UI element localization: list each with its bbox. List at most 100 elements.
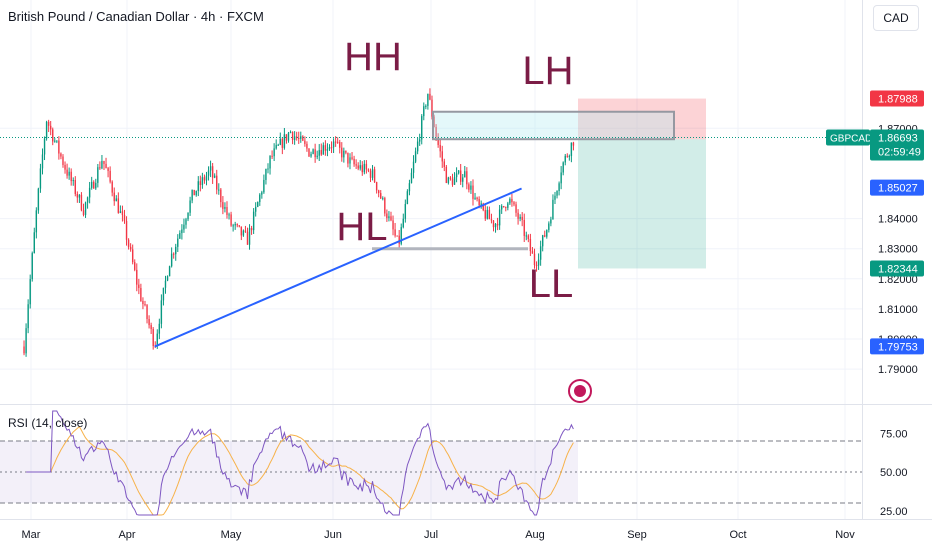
candle-body: [197, 181, 199, 192]
currency-selector[interactable]: CAD: [873, 5, 919, 31]
candle-body: [396, 235, 398, 237]
candle-body: [252, 211, 255, 231]
candle-body: [216, 175, 218, 190]
candle-body: [560, 172, 562, 184]
candle-body: [476, 197, 478, 200]
candle-body: [515, 204, 517, 213]
candle-body: [375, 182, 378, 191]
candle-body: [494, 223, 497, 228]
time-tick-label: Nov: [835, 529, 855, 541]
candle-body: [111, 181, 113, 193]
candle-body: [160, 300, 163, 324]
candle-body: [443, 161, 445, 167]
candle-body: [31, 253, 33, 280]
candle-body: [236, 224, 238, 226]
candle-body: [478, 199, 480, 206]
candle-body: [433, 116, 435, 127]
candle-body: [246, 231, 249, 245]
candle-body: [244, 230, 247, 232]
rsi-pane: 75.00 50.00 25.00: [0, 410, 908, 518]
candle-body: [209, 166, 212, 171]
candle-body: [498, 209, 501, 226]
candle-body: [373, 169, 376, 183]
candle-body: [105, 163, 107, 169]
candle-body: [382, 198, 384, 200]
candle-body: [531, 251, 534, 254]
hh-lh-level-box: [432, 110, 675, 141]
candle-body: [541, 235, 544, 247]
candle-body: [226, 206, 228, 215]
time-tick-label: Apr: [118, 529, 135, 541]
candle-body: [332, 141, 335, 148]
time-tick-label: May: [221, 529, 242, 541]
candle-body: [35, 210, 38, 233]
candle-body: [199, 181, 202, 185]
candle-body: [211, 166, 214, 178]
candle-body: [330, 147, 333, 149]
candle-body: [562, 162, 564, 173]
candle-body: [406, 191, 409, 205]
candle-body: [566, 155, 568, 157]
candle-body: [289, 131, 292, 133]
candle-body: [568, 155, 571, 157]
candle-body: [125, 221, 128, 240]
candle-body: [459, 170, 462, 182]
candle-body: [472, 185, 474, 199]
candle-body: [564, 155, 566, 163]
candle-body: [150, 325, 152, 330]
time-tick-label: Jun: [324, 529, 342, 541]
candle-body: [191, 189, 193, 201]
candle-body: [416, 141, 419, 152]
watermark-icon: [568, 379, 592, 403]
candle-body: [170, 253, 173, 267]
price-tick-label: 1.81000: [878, 304, 918, 316]
candle-body: [267, 168, 269, 170]
candle-body: [62, 156, 64, 165]
candle-body: [369, 170, 372, 178]
candle-body: [175, 246, 177, 255]
candle-body: [324, 145, 327, 151]
candle-body: [484, 210, 486, 219]
candle-body: [293, 136, 296, 140]
candle-body: [29, 279, 31, 305]
rsi-indicator-label: RSI (14, close): [8, 416, 88, 430]
candle-body: [144, 304, 146, 306]
candle-body: [103, 160, 105, 164]
candle-body: [437, 136, 439, 145]
candle-body: [365, 163, 368, 170]
candle-body: [158, 323, 161, 334]
candle-body: [503, 205, 505, 207]
price-label-box: [870, 179, 924, 196]
trendline: [154, 187, 522, 348]
candle-body: [544, 235, 546, 237]
price-label-text: 1.82344: [878, 263, 918, 275]
candle-body: [380, 193, 382, 199]
candle-body: [486, 209, 489, 219]
candle-body: [107, 168, 109, 171]
candle-body: [447, 177, 450, 183]
price-label-box: [870, 260, 924, 277]
candle-body: [367, 169, 370, 171]
candle-body: [326, 148, 329, 151]
candle-body: [146, 305, 148, 320]
candle-body: [439, 144, 441, 152]
candle-body: [306, 143, 308, 149]
candle-body: [464, 171, 466, 178]
candle-body: [441, 151, 443, 162]
candle-body: [308, 148, 310, 157]
candle-body: [201, 177, 204, 185]
candle-body: [449, 177, 452, 179]
candle-body: [546, 229, 548, 237]
candle-body: [556, 190, 558, 196]
candle-body: [517, 212, 519, 219]
candle-body: [363, 163, 366, 173]
candle-body: [521, 216, 523, 220]
candle-body: [388, 216, 390, 219]
candle-body: [54, 140, 56, 142]
candle-body: [66, 169, 68, 176]
candle-body: [453, 177, 456, 185]
candle-body: [328, 147, 331, 149]
candle-body: [400, 227, 402, 244]
candle-body: [93, 181, 95, 189]
